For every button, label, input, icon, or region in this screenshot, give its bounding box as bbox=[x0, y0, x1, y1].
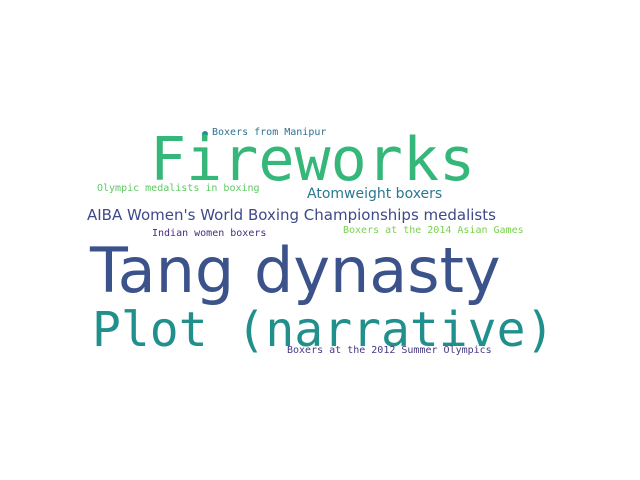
word-atomweight-boxers: Atomweight boxers bbox=[307, 186, 443, 202]
word-boxers-2014-asian-games: Boxers at the 2014 Asian Games bbox=[343, 225, 524, 236]
word-fireworks: Fireworks bbox=[150, 125, 476, 195]
word-aiba-medalists: AIBA Women's World Boxing Championships … bbox=[87, 206, 496, 224]
word-plot-narrative: Plot (narrative) bbox=[92, 302, 555, 358]
word-boxers-2012-summer-olympics: Boxers at the 2012 Summer Olympics bbox=[287, 345, 492, 356]
word-boxers-from-manipur: Boxers from Manipur bbox=[212, 127, 327, 138]
word-tang-dynasty: Tang dynasty bbox=[90, 234, 501, 307]
word-olympic-medalists-in-boxing: Olympic medalists in boxing bbox=[97, 183, 260, 194]
dot-marker bbox=[202, 131, 208, 137]
word-indian-women-boxers: Indian women boxers bbox=[152, 228, 267, 239]
